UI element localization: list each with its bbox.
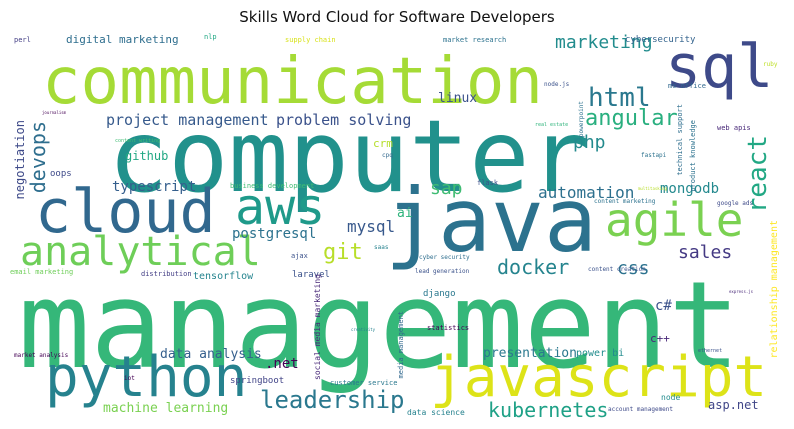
word-supply-chain: supply chain bbox=[285, 36, 336, 44]
word-cpq: cpq bbox=[382, 152, 393, 159]
word-cloud: management computer java communication cloud… bbox=[10, 32, 789, 422]
word-content-writing: content writing bbox=[115, 138, 161, 144]
word-statistics: statistics bbox=[427, 324, 470, 332]
word-aws: aws bbox=[235, 178, 326, 236]
word-crm: crm bbox=[373, 137, 393, 150]
word-mysql: mysql bbox=[347, 217, 396, 236]
word-ms-office: ms office bbox=[668, 82, 706, 90]
word-computer: computer bbox=[108, 98, 590, 215]
word-powerpoint: powerpoint bbox=[578, 101, 585, 138]
word-leadership: leadership bbox=[260, 386, 405, 414]
word-business-development: business development bbox=[230, 182, 315, 190]
word-mongodb: mongodb bbox=[660, 181, 720, 197]
word-web-apis: web apis bbox=[717, 124, 751, 132]
word-c: c# bbox=[655, 298, 672, 314]
word-javascript: javascript bbox=[430, 345, 768, 410]
word-css: css bbox=[617, 258, 650, 279]
word-cyber-security: cyber security bbox=[419, 254, 470, 261]
word-php: php bbox=[573, 132, 606, 153]
word-express-js: express.js bbox=[729, 289, 754, 294]
word-tensorflow: tensorflow bbox=[193, 271, 254, 282]
word-github: github bbox=[125, 149, 169, 163]
word-linux: linux bbox=[438, 91, 478, 106]
word-distribution: distribution bbox=[141, 270, 192, 278]
word-social-media-marketing: social media marketing bbox=[313, 274, 322, 380]
word-angular: angular bbox=[585, 106, 678, 131]
word-analytical: analytical bbox=[20, 229, 261, 275]
word-postgresql: postgresql bbox=[232, 226, 317, 242]
word-node-js: node.js bbox=[544, 81, 570, 88]
word-multitasking: multitasking bbox=[638, 186, 667, 191]
chart-title: Skills Word Cloud for Software Developer… bbox=[239, 8, 555, 26]
word-market-analysis: market analysis bbox=[14, 352, 69, 359]
word-google-ads: google ads bbox=[717, 200, 754, 207]
word-java: java bbox=[385, 169, 597, 272]
word-content-creation: content creation bbox=[588, 266, 646, 273]
word-creativity: creativity bbox=[351, 327, 376, 332]
word-customer-service: customer service bbox=[330, 379, 398, 387]
word-python: python bbox=[45, 345, 248, 410]
word-sql: sql bbox=[665, 32, 774, 102]
word-problem-solving: problem solving bbox=[276, 111, 412, 129]
word-html: html bbox=[588, 83, 651, 113]
word-negotiation: negotiation bbox=[13, 120, 27, 200]
word-oops: oops bbox=[50, 169, 72, 179]
word-ethernet: ethernet bbox=[698, 348, 723, 354]
word-market-research: market research bbox=[443, 36, 507, 44]
word-perl: perl bbox=[14, 36, 31, 44]
word-sales: sales bbox=[678, 242, 733, 263]
word-asp-net: asp.net bbox=[708, 398, 759, 412]
word-data-analysis: data analysis bbox=[160, 347, 262, 362]
word-agile: agile bbox=[605, 193, 744, 247]
word-net: .net bbox=[265, 356, 299, 372]
word-digital-marketing: digital marketing bbox=[66, 33, 179, 46]
word-fastapi: fastapi bbox=[641, 152, 667, 159]
word-node: node bbox=[661, 393, 681, 402]
word-ajax: ajax bbox=[291, 252, 308, 260]
word-docker: docker bbox=[497, 255, 570, 279]
word-technical-support: technical support bbox=[676, 104, 684, 176]
word-presentation: presentation bbox=[483, 346, 577, 361]
word-relationship-management: relationship management bbox=[769, 220, 780, 359]
word-ruby: ruby bbox=[763, 61, 778, 68]
word-account-management: account management bbox=[608, 406, 674, 413]
word-cloud: cloud bbox=[35, 177, 216, 247]
word-automation: automation bbox=[538, 183, 635, 202]
word-git: git bbox=[323, 240, 363, 265]
word-power-bi: power bi bbox=[576, 348, 625, 359]
word-laravel: laravel bbox=[292, 270, 330, 280]
word-content-marketing: content marketing bbox=[594, 198, 656, 205]
word-journalism: journalism bbox=[42, 110, 67, 115]
word-product-knowledge: product knowledge bbox=[689, 120, 697, 192]
word-lead-generation: lead generation bbox=[415, 268, 470, 275]
word-communication: communication bbox=[42, 45, 543, 119]
word-nlp: nlp bbox=[204, 33, 217, 41]
word-flask: flask bbox=[477, 179, 499, 187]
word-iot: iot bbox=[124, 375, 135, 382]
word-typescript: typescript bbox=[112, 179, 197, 195]
word-management: management bbox=[18, 257, 741, 396]
word-ai: ai bbox=[397, 206, 413, 221]
word-devops: devops bbox=[26, 121, 50, 194]
word-marketing: marketing bbox=[555, 32, 653, 53]
word-data-science: data science bbox=[407, 408, 465, 417]
word-sap: sap bbox=[430, 178, 463, 199]
word-project-management: project management bbox=[106, 111, 269, 129]
word-kubernetes: kubernetes bbox=[488, 398, 609, 422]
word-cybersecurity: cybersecurity bbox=[625, 35, 696, 45]
word-saas: saas bbox=[374, 244, 389, 251]
word-email-marketing: email marketing bbox=[10, 268, 74, 276]
word-springboot: springboot bbox=[230, 376, 285, 386]
word-machine-learning: machine learning bbox=[103, 401, 229, 416]
word-real-estate: real estate bbox=[535, 122, 569, 128]
word-media-management: media management bbox=[397, 311, 405, 379]
word-c: c++ bbox=[650, 332, 670, 345]
word-django: django bbox=[423, 289, 456, 299]
